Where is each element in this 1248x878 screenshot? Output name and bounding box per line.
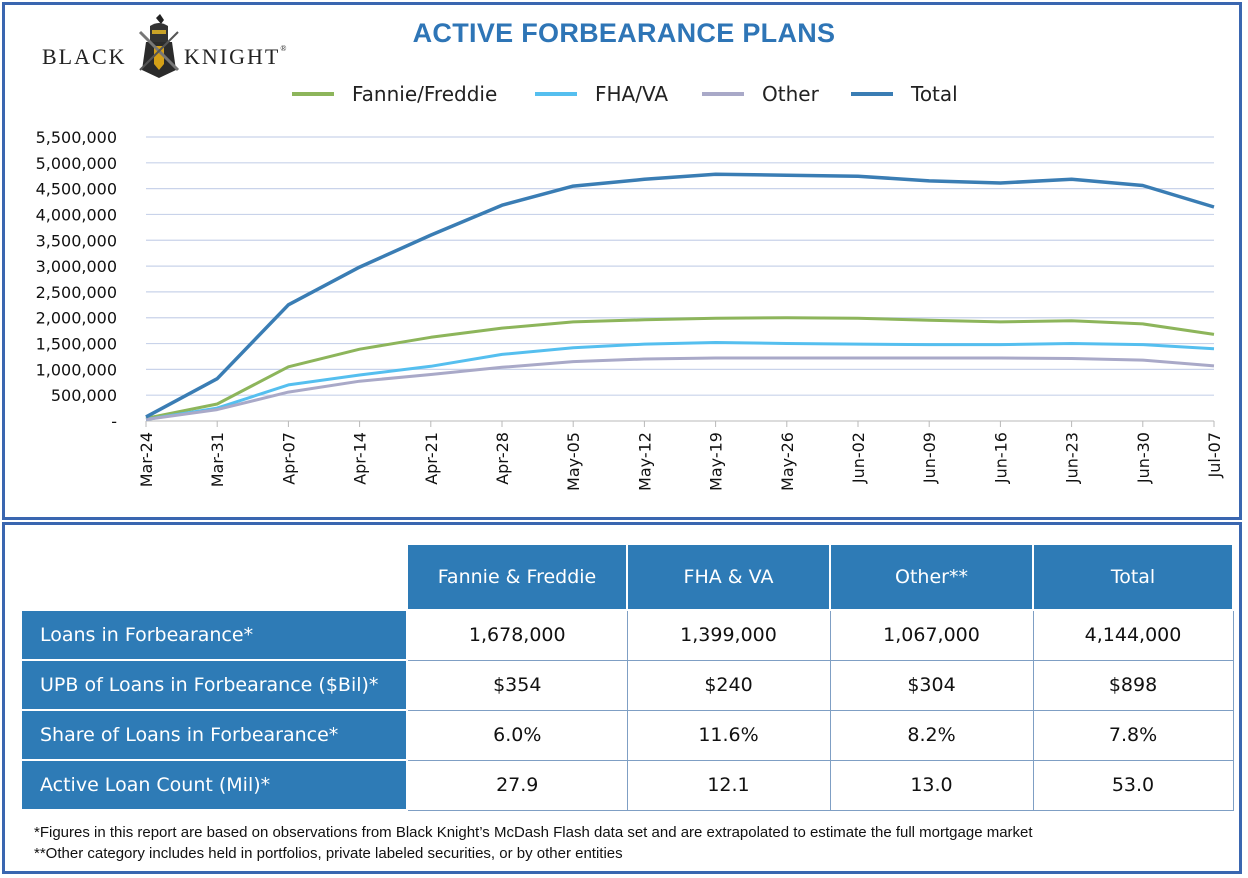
- legend-swatch: [535, 92, 577, 96]
- logo-word-right: KNIGHT®: [184, 44, 289, 69]
- series-line: [145, 316, 1215, 420]
- y-tick-label: 1,000,000: [36, 360, 117, 379]
- chart-legend: Fannie/Freddie FHA/VA Other Total: [0, 80, 1248, 108]
- row-header: Active Loan Count (Mil)*: [20, 759, 408, 811]
- x-tick-label: May-19: [707, 432, 726, 491]
- table-cell: 11.6%: [626, 709, 831, 761]
- table-cell: 7.8%: [1032, 709, 1234, 761]
- series-line: [145, 341, 1215, 421]
- table-cell: $240: [626, 659, 831, 711]
- legend-item-fha-va: FHA/VA: [535, 80, 668, 108]
- table-row: UPB of Loans in Forbearance ($Bil)* $354…: [20, 659, 1234, 711]
- y-tick-label: 5,000,000: [36, 154, 117, 173]
- legend-swatch: [292, 92, 334, 96]
- x-tick-label: Apr-21: [422, 432, 441, 485]
- x-tick-label: Jun-23: [1063, 432, 1082, 484]
- legend-item-total: Total: [851, 80, 958, 108]
- x-tick-label: Mar-24: [137, 432, 156, 487]
- x-tick-label: Mar-31: [208, 432, 227, 487]
- legend-swatch: [851, 92, 893, 96]
- table-cell: 1,067,000: [829, 609, 1034, 661]
- y-tick-label: -: [111, 412, 117, 431]
- x-tick-label: Apr-07: [279, 432, 298, 485]
- x-tick-label: Apr-14: [351, 432, 370, 485]
- table-cell: 27.9: [406, 759, 628, 811]
- row-header: Loans in Forbearance*: [20, 609, 408, 661]
- table-cell: $354: [406, 659, 628, 711]
- row-header: Share of Loans in Forbearance*: [20, 709, 408, 761]
- x-tick-label: Jun-30: [1134, 432, 1153, 484]
- y-tick-label: 500,000: [51, 386, 117, 405]
- footnote: *Figures in this report are based on obs…: [34, 824, 1033, 841]
- legend-item-other: Other: [702, 80, 819, 108]
- column-header: Fannie & Freddie: [406, 543, 628, 611]
- logo-word-left: BLACK: [42, 44, 127, 69]
- knight-icon: [138, 14, 180, 78]
- row-header: UPB of Loans in Forbearance ($Bil)*: [20, 659, 408, 711]
- chart-panel: [2, 2, 1242, 520]
- legend-label: Fannie/Freddie: [352, 82, 498, 106]
- table-cell: $304: [829, 659, 1034, 711]
- x-tick-label: Jun-09: [920, 432, 939, 484]
- forbearance-table: Fannie & Freddie FHA & VA Other** Total …: [20, 543, 1234, 811]
- y-tick-label: 2,500,000: [36, 283, 117, 302]
- y-tick-label: 1,500,000: [36, 335, 117, 354]
- table-cell: 4,144,000: [1032, 609, 1234, 661]
- x-tick-label: Jul-07: [1205, 432, 1224, 478]
- legend-label: Other: [762, 82, 819, 106]
- table-row: Active Loan Count (Mil)* 27.9 12.1 13.0 …: [20, 759, 1234, 811]
- y-tick-label: 5,500,000: [36, 128, 117, 147]
- y-tick-label: 3,500,000: [36, 231, 117, 250]
- line-chart: - 500,000 1,000,000 1,500,000 2,000,000 2,500…: [36, 128, 1224, 491]
- table-panel: [2, 522, 1242, 874]
- y-tick-label: 4,500,000: [36, 180, 117, 199]
- table-cell: 1,678,000: [406, 609, 628, 661]
- y-tick-label: 2,000,000: [36, 309, 117, 328]
- y-tick-label: 3,000,000: [36, 257, 117, 276]
- series-line: [145, 172, 1215, 419]
- column-header: Other**: [829, 543, 1034, 611]
- table-cell: 53.0: [1032, 759, 1234, 811]
- x-tick-label: May-12: [635, 432, 654, 491]
- column-header: Total: [1032, 543, 1234, 611]
- footnotes: *Figures in this report are based on obs…: [34, 822, 1033, 864]
- table-corner: [20, 543, 408, 611]
- footnote: **Other category includes held in portfo…: [34, 845, 623, 862]
- legend-label: Total: [911, 82, 958, 106]
- x-tick-label: May-26: [778, 432, 797, 491]
- column-header: FHA & VA: [626, 543, 831, 611]
- legend-label: FHA/VA: [595, 82, 669, 106]
- table-header-row: Fannie & Freddie FHA & VA Other** Total: [20, 543, 1234, 611]
- chart-title: ACTIVE FORBEARANCE PLANS: [412, 18, 836, 48]
- table-cell: 12.1: [626, 759, 831, 811]
- x-tick-label: Jun-16: [991, 432, 1010, 484]
- x-tick-label: Jun-02: [849, 432, 868, 484]
- table-row: Share of Loans in Forbearance* 6.0% 11.6…: [20, 709, 1234, 761]
- table-cell: 8.2%: [829, 709, 1034, 761]
- x-tick-label: May-05: [564, 432, 583, 491]
- legend-item-fannie-freddie: Fannie/Freddie: [292, 80, 497, 108]
- table-row: Loans in Forbearance* 1,678,000 1,399,00…: [20, 609, 1234, 661]
- y-tick-label: 4,000,000: [36, 205, 117, 224]
- table-cell: $898: [1032, 659, 1234, 711]
- legend-swatch: [702, 92, 744, 96]
- table-cell: 13.0: [829, 759, 1034, 811]
- black-knight-logo: BLACK KNIGHT®: [42, 12, 302, 82]
- table-cell: 6.0%: [406, 709, 628, 761]
- x-tick-label: Apr-28: [493, 432, 512, 485]
- series-line: [145, 356, 1215, 421]
- table-cell: 1,399,000: [626, 609, 831, 661]
